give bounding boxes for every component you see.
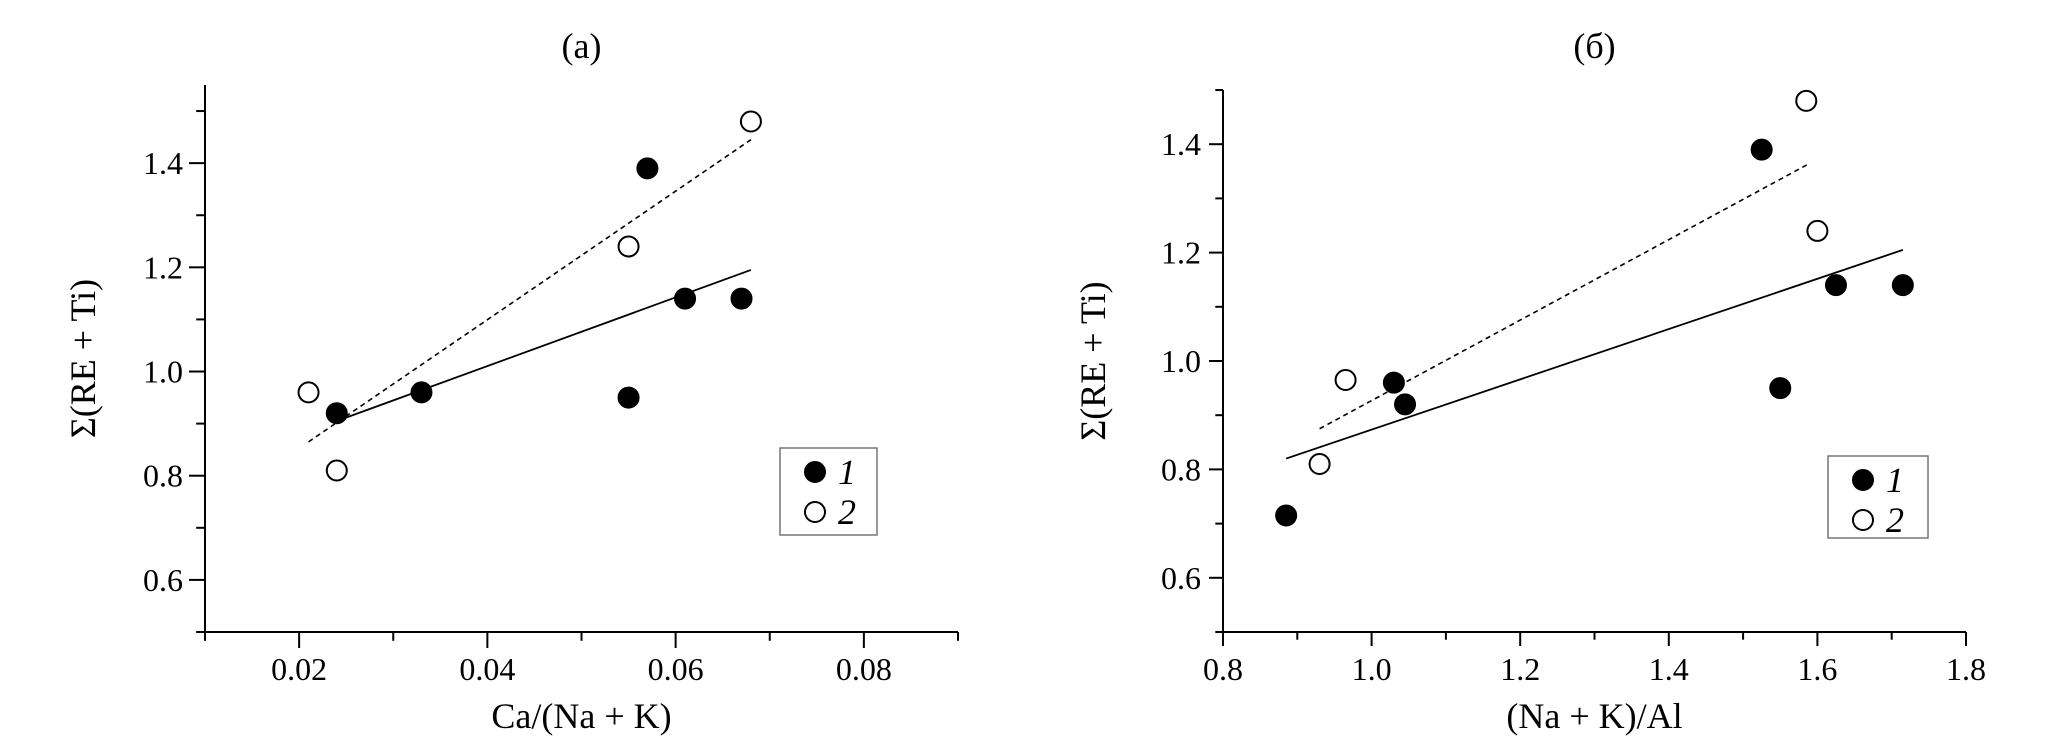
chart-panel-1 <box>189 85 959 648</box>
legend-marker-series-2 <box>804 501 826 523</box>
y-axis-label: Σ(RE + Ti) <box>1073 281 1113 440</box>
data-point-series-2 <box>1334 368 1357 391</box>
y-tick-label: 1.4 <box>1161 126 1201 162</box>
legend <box>1827 455 1929 539</box>
data-point-series-1 <box>617 386 640 409</box>
data-point-series-2 <box>325 459 348 482</box>
y-tick-label: 0.8 <box>143 458 183 494</box>
chart-title: (a) <box>562 26 602 66</box>
trend-line-series-1 <box>1285 249 1904 460</box>
data-point-series-2 <box>617 235 640 258</box>
x-tick-label: 0.06 <box>648 651 704 687</box>
data-point-series-1 <box>636 157 659 180</box>
x-tick-label: 1.2 <box>1500 651 1540 687</box>
data-point-series-1 <box>1275 504 1298 527</box>
y-tick-label: 1.4 <box>143 145 183 181</box>
x-tick-label: 1.6 <box>1797 651 1837 687</box>
data-point-series-2 <box>1795 89 1818 112</box>
y-tick-label: 0.6 <box>1161 560 1201 596</box>
data-point-series-1 <box>410 381 433 404</box>
legend-label: 2 <box>838 492 856 532</box>
data-point-series-2 <box>1308 452 1331 475</box>
x-tick-label: 1.8 <box>1946 651 1986 687</box>
legend-marker-series-2 <box>1852 509 1874 531</box>
legend-marker-series-1 <box>804 461 826 483</box>
legend-box <box>779 447 878 536</box>
data-point-series-2 <box>297 381 320 404</box>
data-point-series-1 <box>325 402 348 425</box>
y-tick-label: 1.2 <box>143 249 183 285</box>
x-tick-label: 0.08 <box>836 651 892 687</box>
x-axis-label: Ca/(Na + K) <box>491 696 671 736</box>
data-point-series-1 <box>1824 274 1847 297</box>
data-point-series-2 <box>1806 219 1829 242</box>
legend-box <box>1827 455 1929 539</box>
x-tick-label: 0.04 <box>459 651 515 687</box>
x-axis-label: (Na + K)/Al <box>1506 696 1682 736</box>
y-tick-label: 0.8 <box>1161 451 1201 487</box>
legend-label: 2 <box>1886 500 1904 540</box>
y-tick-label: 1.2 <box>1161 235 1201 271</box>
y-tick-label: 0.6 <box>143 562 183 598</box>
data-point-series-1 <box>1891 274 1914 297</box>
x-tick-label: 0.02 <box>271 651 327 687</box>
data-point-series-1 <box>1750 138 1773 161</box>
legend-label: 1 <box>838 452 856 492</box>
chart-title: (б) <box>1573 26 1615 66</box>
x-tick-label: 0.8 <box>1203 651 1243 687</box>
y-tick-label: 1.0 <box>1161 343 1201 379</box>
data-point-series-1 <box>1394 393 1417 416</box>
data-point-series-1 <box>1769 377 1792 400</box>
data-point-series-2 <box>739 110 762 133</box>
x-tick-label: 1.4 <box>1649 651 1689 687</box>
y-tick-label: 1.0 <box>143 354 183 390</box>
y-axis-label: Σ(RE + Ti) <box>63 279 103 438</box>
legend <box>779 447 878 536</box>
data-point-series-1 <box>674 287 697 310</box>
data-point-series-1 <box>1382 371 1405 394</box>
legend-label: 1 <box>1886 460 1904 500</box>
chart-panel-2 <box>1209 89 1967 646</box>
legend-marker-series-1 <box>1852 469 1874 491</box>
data-point-series-1 <box>730 287 753 310</box>
x-tick-label: 1.0 <box>1352 651 1392 687</box>
